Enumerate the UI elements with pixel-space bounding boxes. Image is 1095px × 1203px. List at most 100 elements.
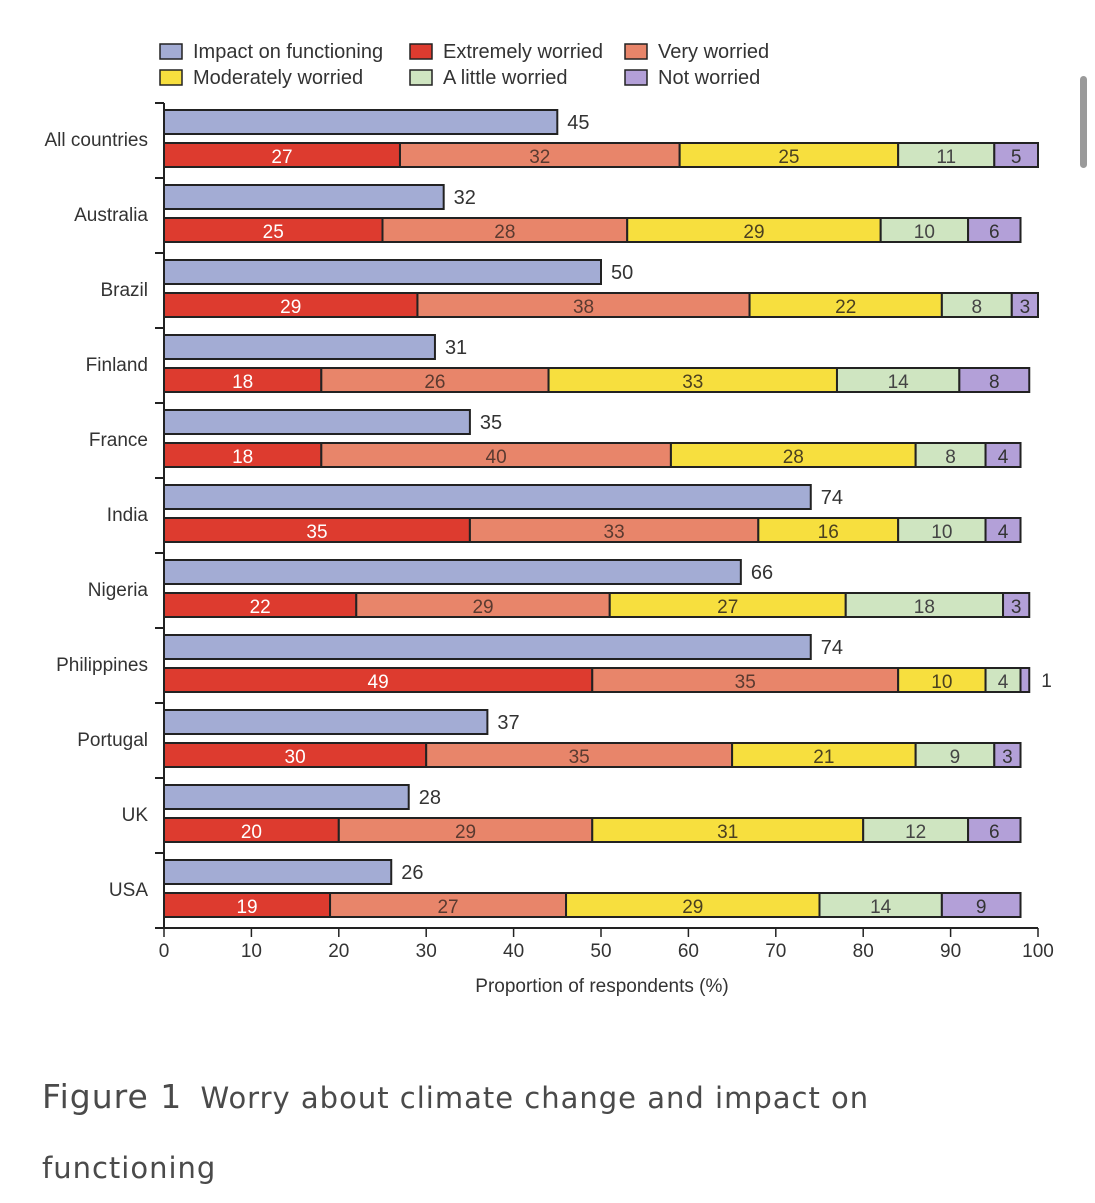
category-label: All countries bbox=[45, 130, 149, 151]
stacked-segment bbox=[993, 742, 1022, 768]
segment-value-label: 3 bbox=[1020, 297, 1031, 318]
segment-value-label: 29 bbox=[472, 597, 493, 618]
segment-value-label: 4 bbox=[998, 672, 1009, 693]
stacked-segment bbox=[425, 742, 734, 768]
category-label: UK bbox=[122, 805, 149, 826]
segment-value-label: 1 bbox=[1041, 671, 1052, 692]
segment-value-label: 11 bbox=[936, 147, 956, 168]
segment-value-label: 30 bbox=[285, 747, 306, 768]
stacked-segment bbox=[897, 517, 987, 543]
stacked-segment bbox=[163, 517, 471, 543]
segment-value-label: 5 bbox=[1011, 147, 1022, 168]
x-tick-label: 70 bbox=[765, 941, 786, 962]
segment-value-label: 10 bbox=[914, 222, 935, 243]
stacked-segment bbox=[163, 442, 323, 468]
segment-value-label: 18 bbox=[232, 372, 253, 393]
category-label: Portugal bbox=[77, 730, 148, 751]
segment-value-label: 20 bbox=[241, 822, 262, 843]
stacked-segment bbox=[565, 892, 821, 918]
legend-swatch bbox=[409, 69, 433, 86]
segment-value-label: 32 bbox=[529, 147, 550, 168]
segment-value-label: 25 bbox=[263, 222, 284, 243]
segment-value-label: 6 bbox=[989, 822, 1000, 843]
segment-value-label: 6 bbox=[989, 222, 1000, 243]
stacked-segment bbox=[355, 592, 611, 618]
legend-label: A little worried bbox=[443, 67, 568, 89]
segment-value-label: 27 bbox=[717, 597, 738, 618]
segment-value-label: 16 bbox=[818, 522, 839, 543]
x-tick-label: 90 bbox=[940, 941, 961, 962]
segment-value-label: 9 bbox=[950, 747, 961, 768]
impact-bar bbox=[163, 334, 436, 360]
segment-value-label: 21 bbox=[813, 747, 834, 768]
impact-value-label: 74 bbox=[821, 637, 843, 659]
x-tick-label: 0 bbox=[159, 941, 170, 962]
segment-value-label: 3 bbox=[1011, 597, 1022, 618]
stacked-segment bbox=[1019, 667, 1031, 693]
impact-value-label: 45 bbox=[567, 112, 589, 134]
figure-title: Worry about climate change and impact on… bbox=[42, 1081, 870, 1185]
x-tick-label: 50 bbox=[590, 941, 611, 962]
stacked-segment bbox=[1010, 292, 1040, 318]
stacked-bar-chart: Impact on functioning Extremely worried Ve… bbox=[45, 41, 1054, 997]
segment-value-label: 28 bbox=[783, 447, 804, 468]
impact-bar bbox=[163, 784, 410, 810]
impact-value-label: 26 bbox=[401, 862, 423, 884]
legend-swatch bbox=[624, 69, 648, 86]
x-axis-label: Proportion of respondents (%) bbox=[475, 976, 728, 997]
stacked-segment bbox=[163, 817, 340, 843]
segment-value-label: 18 bbox=[232, 447, 253, 468]
segment-value-label: 26 bbox=[424, 372, 445, 393]
stacked-segment bbox=[897, 142, 996, 168]
stacked-segment bbox=[940, 292, 1013, 318]
segment-value-label: 35 bbox=[735, 672, 756, 693]
stacked-segment bbox=[897, 667, 987, 693]
impact-bar bbox=[163, 184, 445, 210]
segment-value-label: 3 bbox=[1002, 747, 1013, 768]
legend-label: Impact on functioning bbox=[193, 41, 383, 63]
impact-value-label: 37 bbox=[497, 712, 519, 734]
segment-value-label: 29 bbox=[682, 897, 703, 918]
impact-value-label: 74 bbox=[821, 487, 843, 509]
stacked-segment bbox=[993, 142, 1039, 168]
impact-value-label: 50 bbox=[611, 262, 633, 284]
segment-value-label: 10 bbox=[931, 672, 952, 693]
category-label: Brazil bbox=[100, 280, 148, 301]
segment-value-label: 49 bbox=[368, 672, 389, 693]
legend-label: Very worried bbox=[658, 41, 769, 63]
segment-value-label: 35 bbox=[569, 747, 590, 768]
x-tick-label: 60 bbox=[678, 941, 699, 962]
segment-value-label: 29 bbox=[280, 297, 301, 318]
scrollbar[interactable] bbox=[1080, 76, 1087, 168]
segment-value-label: 29 bbox=[743, 222, 764, 243]
stacked-segment bbox=[967, 217, 1022, 243]
segment-value-label: 27 bbox=[437, 897, 458, 918]
category-label: USA bbox=[109, 880, 148, 901]
category-label: France bbox=[89, 430, 148, 451]
stacked-segment bbox=[958, 367, 1031, 393]
impact-bar bbox=[163, 484, 812, 510]
segment-value-label: 8 bbox=[989, 372, 1000, 393]
segment-value-label: 22 bbox=[250, 597, 271, 618]
segment-value-label: 9 bbox=[976, 897, 987, 918]
stacked-segment bbox=[844, 592, 1005, 618]
stacked-segment bbox=[984, 442, 1022, 468]
category-label: Finland bbox=[86, 355, 148, 376]
stacked-segment bbox=[626, 217, 882, 243]
segment-value-label: 12 bbox=[905, 822, 926, 843]
segment-value-label: 25 bbox=[778, 147, 799, 168]
impact-bar bbox=[163, 709, 489, 735]
stacked-segment bbox=[163, 142, 401, 168]
segment-value-label: 33 bbox=[682, 372, 703, 393]
stacked-segment bbox=[416, 292, 751, 318]
stacked-segment bbox=[757, 517, 900, 543]
segment-value-label: 35 bbox=[306, 522, 327, 543]
segment-value-label: 40 bbox=[486, 447, 507, 468]
stacked-segment bbox=[320, 367, 550, 393]
segment-value-label: 18 bbox=[914, 597, 935, 618]
segment-value-label: 22 bbox=[835, 297, 856, 318]
legend-swatch bbox=[159, 43, 183, 60]
segment-value-label: 8 bbox=[972, 297, 983, 318]
stacked-segment bbox=[669, 442, 917, 468]
segment-value-label: 29 bbox=[455, 822, 476, 843]
